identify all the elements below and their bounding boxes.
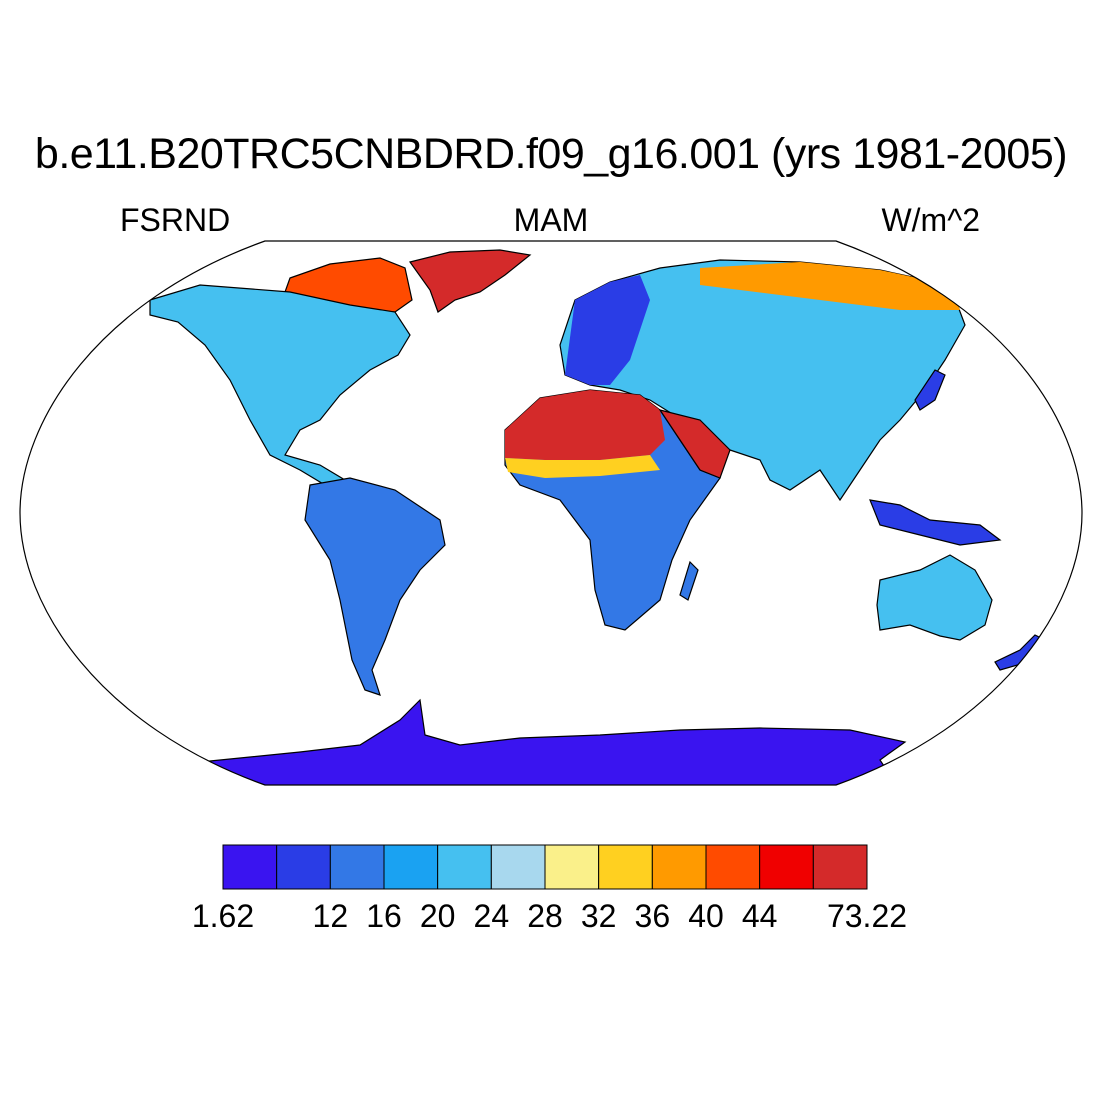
- australia: [876, 554, 993, 641]
- colorbar-tick-label: 16: [366, 898, 402, 934]
- colorbar-tick-label: 36: [634, 898, 671, 934]
- units-label: W/m^2: [881, 202, 980, 238]
- north-america: [149, 284, 411, 489]
- colorbar-tick-label: 20: [419, 898, 456, 934]
- colorbar-box: [222, 844, 278, 890]
- arabia: [658, 409, 731, 479]
- colorbar-box: [276, 844, 331, 890]
- colorbar-box: [437, 844, 492, 890]
- colorbar-box: [651, 844, 707, 890]
- map-border: [19, 240, 1083, 786]
- madagascar: [679, 560, 699, 601]
- colorbar-box: [383, 844, 439, 890]
- south-america: [304, 477, 446, 696]
- siberia: [700, 262, 960, 310]
- variable-label: FSRND: [120, 202, 231, 238]
- sahara: [505, 390, 665, 460]
- sahel: [505, 455, 660, 478]
- greenland: [408, 249, 532, 313]
- colorbar-box: [329, 844, 385, 890]
- colorbar-box: [705, 844, 761, 890]
- colorbar-tick-label: 28: [527, 898, 563, 934]
- colorbar-tick-label: 73.22: [826, 898, 908, 934]
- europe: [565, 275, 650, 385]
- colorbar-box: [759, 844, 814, 890]
- plot-title: b.e11.B20TRC5CNBDRD.f09_g16.001 (yrs 198…: [34, 130, 1068, 178]
- colorbar-tick-label: 40: [688, 898, 724, 934]
- eurasia: [559, 259, 966, 502]
- japan: [914, 369, 946, 411]
- colorbar-tick-label: 32: [580, 898, 617, 934]
- maritime-asia: [869, 499, 1002, 546]
- colorbar-tick-label: 1.62: [191, 898, 255, 934]
- colorbar-box: [598, 844, 653, 890]
- colorbar-box: [544, 844, 600, 890]
- colorbar-box: [490, 844, 546, 890]
- colorbar-tick-label: 24: [473, 898, 510, 934]
- season-label: MAM: [513, 202, 589, 238]
- colorbar-box: [812, 844, 868, 890]
- colorbar-tick-label: 44: [741, 898, 778, 934]
- colorbar-tick-label: 12: [312, 898, 349, 934]
